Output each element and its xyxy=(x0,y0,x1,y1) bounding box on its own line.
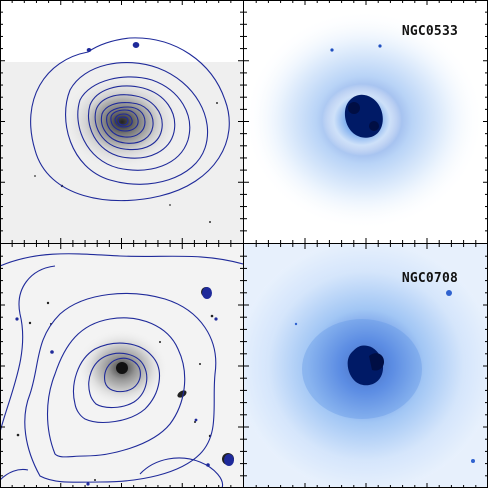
optical-image-bottom xyxy=(0,244,243,488)
optical-image-top xyxy=(0,0,243,243)
panel-xray-bottom: NGC0708 xyxy=(244,244,488,488)
panel-optical-contours-bottom xyxy=(0,244,243,488)
galaxy-label-ngc0708: NGC0708 xyxy=(401,271,458,286)
panel-optical-contours-top xyxy=(0,0,243,243)
galaxy-label-ngc0533: NGC0533 xyxy=(401,24,458,39)
panel-xray-top: NGC0533 xyxy=(244,0,488,243)
